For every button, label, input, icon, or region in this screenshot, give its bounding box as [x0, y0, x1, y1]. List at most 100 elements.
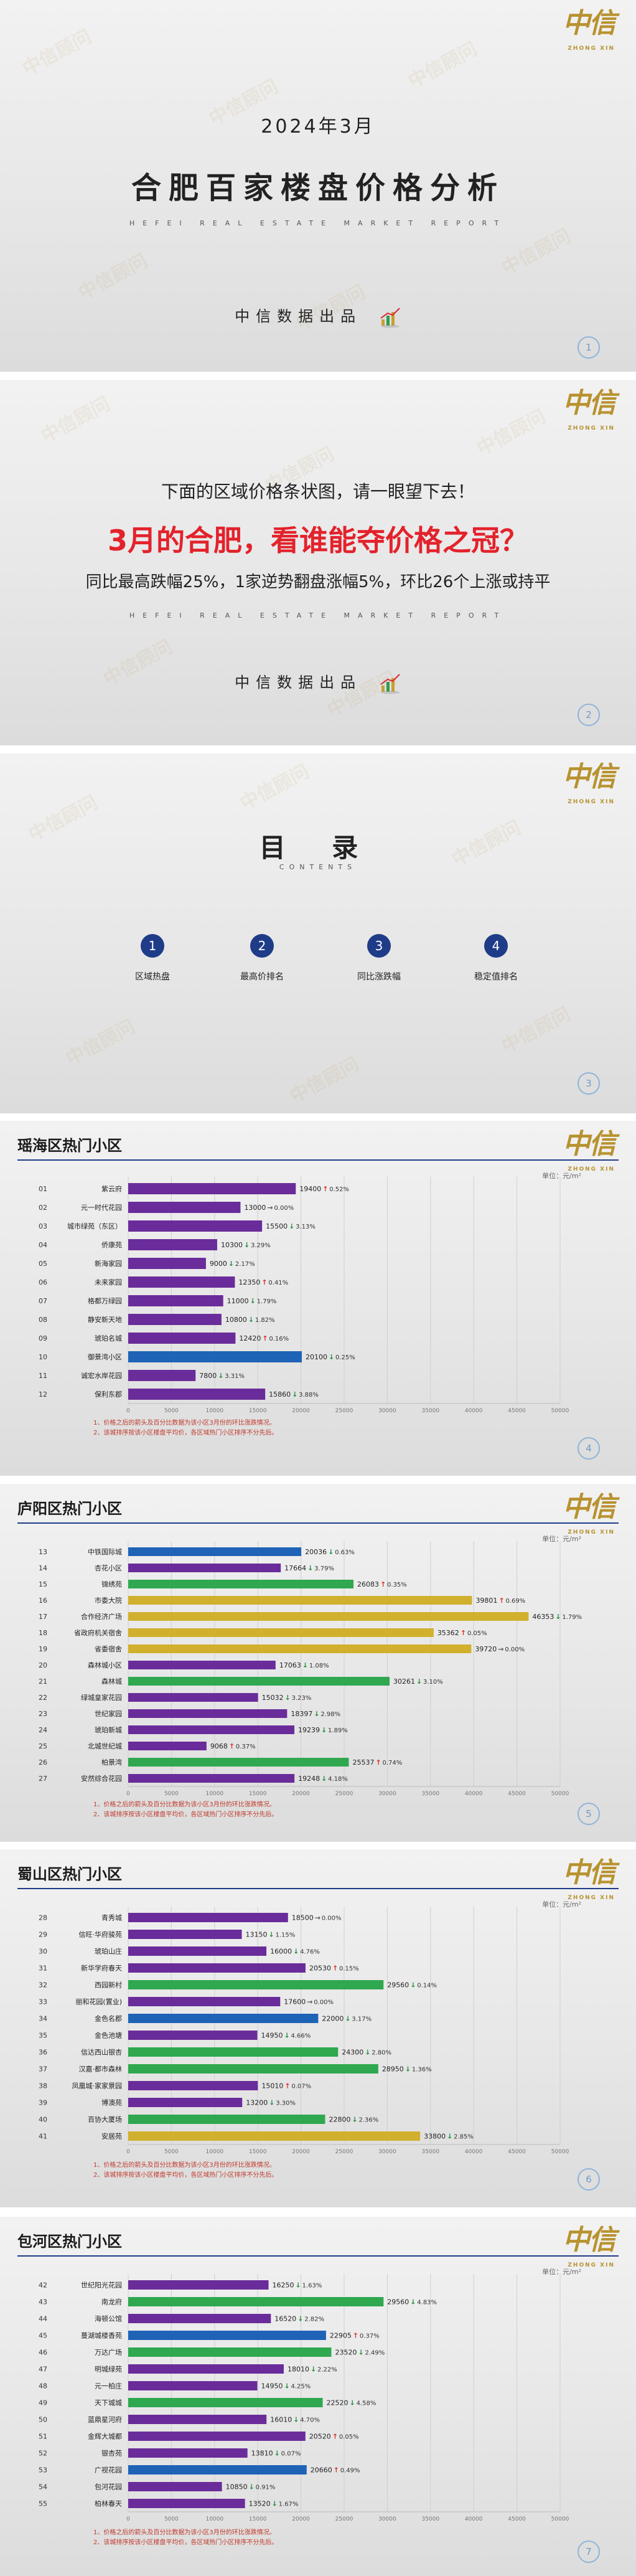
value-label: 10300: [221, 1241, 243, 1249]
pct-change-label: 0.16%: [269, 1336, 289, 1342]
price-bar: [128, 1202, 241, 1213]
pct-change-label: 0.05%: [339, 2434, 359, 2441]
price-bar: [128, 1596, 472, 1605]
shushan-bar-chart: 0 5000 10000 15000 20000 25000 30000 35000 40000…: [39, 1907, 569, 2155]
row-name: 省委宿舍: [95, 1644, 122, 1653]
pct-change-label: 2.22%: [317, 2367, 337, 2374]
value-label: 13810: [251, 2450, 273, 2458]
row-index: 11: [39, 1372, 47, 1380]
price-bar: [128, 1295, 223, 1306]
price-bar: [128, 1258, 206, 1269]
row-index: 45: [39, 2332, 47, 2340]
row-index: 54: [39, 2483, 47, 2491]
toc-item-3[interactable]: 3 同比涨跌幅: [342, 934, 416, 983]
value-label: 29560: [387, 1981, 409, 1989]
x-tick-label: 20000: [292, 1791, 310, 1797]
row-index: 29: [39, 1931, 47, 1939]
down-arrow-icon: ↓: [358, 2349, 363, 2357]
pct-change-label: 0.25%: [335, 1354, 355, 1361]
chart-note-1: 1、价格之后的箭头及百分比数据为该小区3月份的环比涨跌情况。: [93, 2162, 276, 2169]
value-label: 20660: [311, 2466, 332, 2475]
down-arrow-icon: ↓: [250, 1297, 256, 1305]
row-index: 34: [39, 2015, 47, 2023]
toc-item-4[interactable]: 4 稳定值排名: [459, 934, 533, 983]
x-tick-label: 15000: [249, 2149, 267, 2155]
down-arrow-icon: ↓: [405, 2065, 411, 2074]
row-name: 金色池塘: [95, 2031, 122, 2040]
value-label: 18500: [292, 1914, 314, 1922]
pct-change-label: 3.23%: [292, 1695, 312, 1702]
value-label: 29560: [387, 2298, 409, 2306]
x-tick-label: 35000: [421, 1408, 439, 1414]
intro-line-3: 同比最高跌幅25%，1家逆势翻盘涨幅5%，环比26个上涨或持平: [85, 573, 551, 592]
pct-change-label: 3.79%: [314, 1565, 334, 1572]
price-bar: [128, 1980, 384, 1989]
up-arrow-icon: ↑: [334, 2466, 339, 2475]
x-tick-label: 10000: [205, 1408, 223, 1414]
row-name: 青秀城: [101, 1914, 122, 1922]
row-index: 49: [39, 2399, 47, 2407]
row-index: 04: [39, 1241, 47, 1249]
x-tick-label: 15000: [249, 1408, 267, 1414]
down-arrow-icon: ↓: [321, 1726, 327, 1734]
row-name: 信旺·华府骏苑: [79, 1930, 123, 1939]
producer-label: 中信数据出品: [235, 308, 362, 325]
value-label: 12420: [239, 1334, 261, 1342]
row-name: 百协大厦场: [88, 2115, 122, 2124]
value-label: 10850: [226, 2483, 248, 2491]
row-index: 12: [39, 1390, 47, 1399]
row-name: 格都万绿园: [88, 1296, 122, 1305]
x-tick-label: 30000: [378, 1408, 396, 1414]
price-bar: [128, 2064, 378, 2074]
pct-change-label: 1.15%: [276, 1932, 296, 1939]
row-name: 博澳苑: [101, 2099, 122, 2107]
down-arrow-icon: ↓: [285, 1694, 291, 1702]
down-arrow-icon: ↓: [249, 2483, 255, 2491]
value-label: 22520: [327, 2399, 348, 2407]
brand-logo: 中信 ZHONG XIN: [563, 761, 616, 806]
chart-note-2: 2、该城排序按该小区楼盘平均价，各区域热门小区排序不分先后。: [93, 2539, 278, 2546]
row-name: 紫云府: [101, 1184, 122, 1193]
pct-change-label: 4.76%: [300, 1949, 320, 1956]
x-tick-label: 40000: [465, 1408, 483, 1414]
yaohai-slide: 中信 ZHONG XIN 瑶海区热门小区 单位：元/m² 0 5000 10000 15…: [0, 1121, 636, 1476]
down-arrow-icon: ↓: [293, 1948, 299, 1956]
down-arrow-icon: ↓: [272, 2500, 278, 2508]
row-index: 33: [39, 1998, 47, 2006]
section-title: 瑶海区热门小区: [17, 1137, 122, 1154]
down-arrow-icon: ↓: [352, 2116, 357, 2124]
price-bar: [128, 2331, 326, 2340]
price-bar: [128, 2398, 323, 2407]
down-arrow-icon: ↓: [269, 1931, 274, 1939]
row-name: 锦绣苑: [101, 1580, 122, 1588]
baohe-bar-chart: 0 5000 10000 15000 20000 25000 30000 35000 40000…: [39, 2274, 569, 2522]
row-index: 06: [39, 1278, 47, 1286]
x-tick-label: 25000: [335, 1791, 353, 1797]
price-bar: [128, 1276, 235, 1288]
price-bar: [128, 1709, 288, 1718]
toc-label: 同比涨跌幅: [357, 972, 401, 982]
value-label: 20036: [305, 1548, 327, 1556]
x-tick-label: 10000: [205, 2149, 223, 2155]
down-arrow-icon: ↓: [289, 1222, 294, 1230]
toc-item-2[interactable]: 2 最高价排名: [225, 934, 299, 983]
x-tick-label: 35000: [421, 1791, 439, 1797]
toc-item-1[interactable]: 1 区域热盘: [115, 934, 190, 983]
pct-change-label: 2.49%: [365, 2350, 385, 2357]
down-arrow-icon: ↓: [410, 1981, 416, 1989]
price-bar: [128, 1997, 281, 2006]
x-tick-label: 0: [126, 2516, 130, 2522]
price-bar: [128, 1370, 196, 1381]
pct-change-label: 3.88%: [299, 1392, 319, 1399]
pct-change-label: 4.25%: [291, 2384, 311, 2390]
price-bar: [128, 1725, 295, 1734]
x-tick-label: 50000: [551, 1791, 569, 1797]
pct-change-label: 1.63%: [302, 2283, 322, 2290]
row-name: 市委大院: [95, 1596, 122, 1605]
row-index: 53: [39, 2466, 47, 2475]
pct-change-label: 1.67%: [279, 2501, 299, 2508]
price-bar: [128, 2482, 222, 2491]
row-name: 森林城: [101, 1677, 122, 1686]
price-bar: [128, 1963, 306, 1973]
down-arrow-icon: ↓: [248, 1316, 254, 1324]
